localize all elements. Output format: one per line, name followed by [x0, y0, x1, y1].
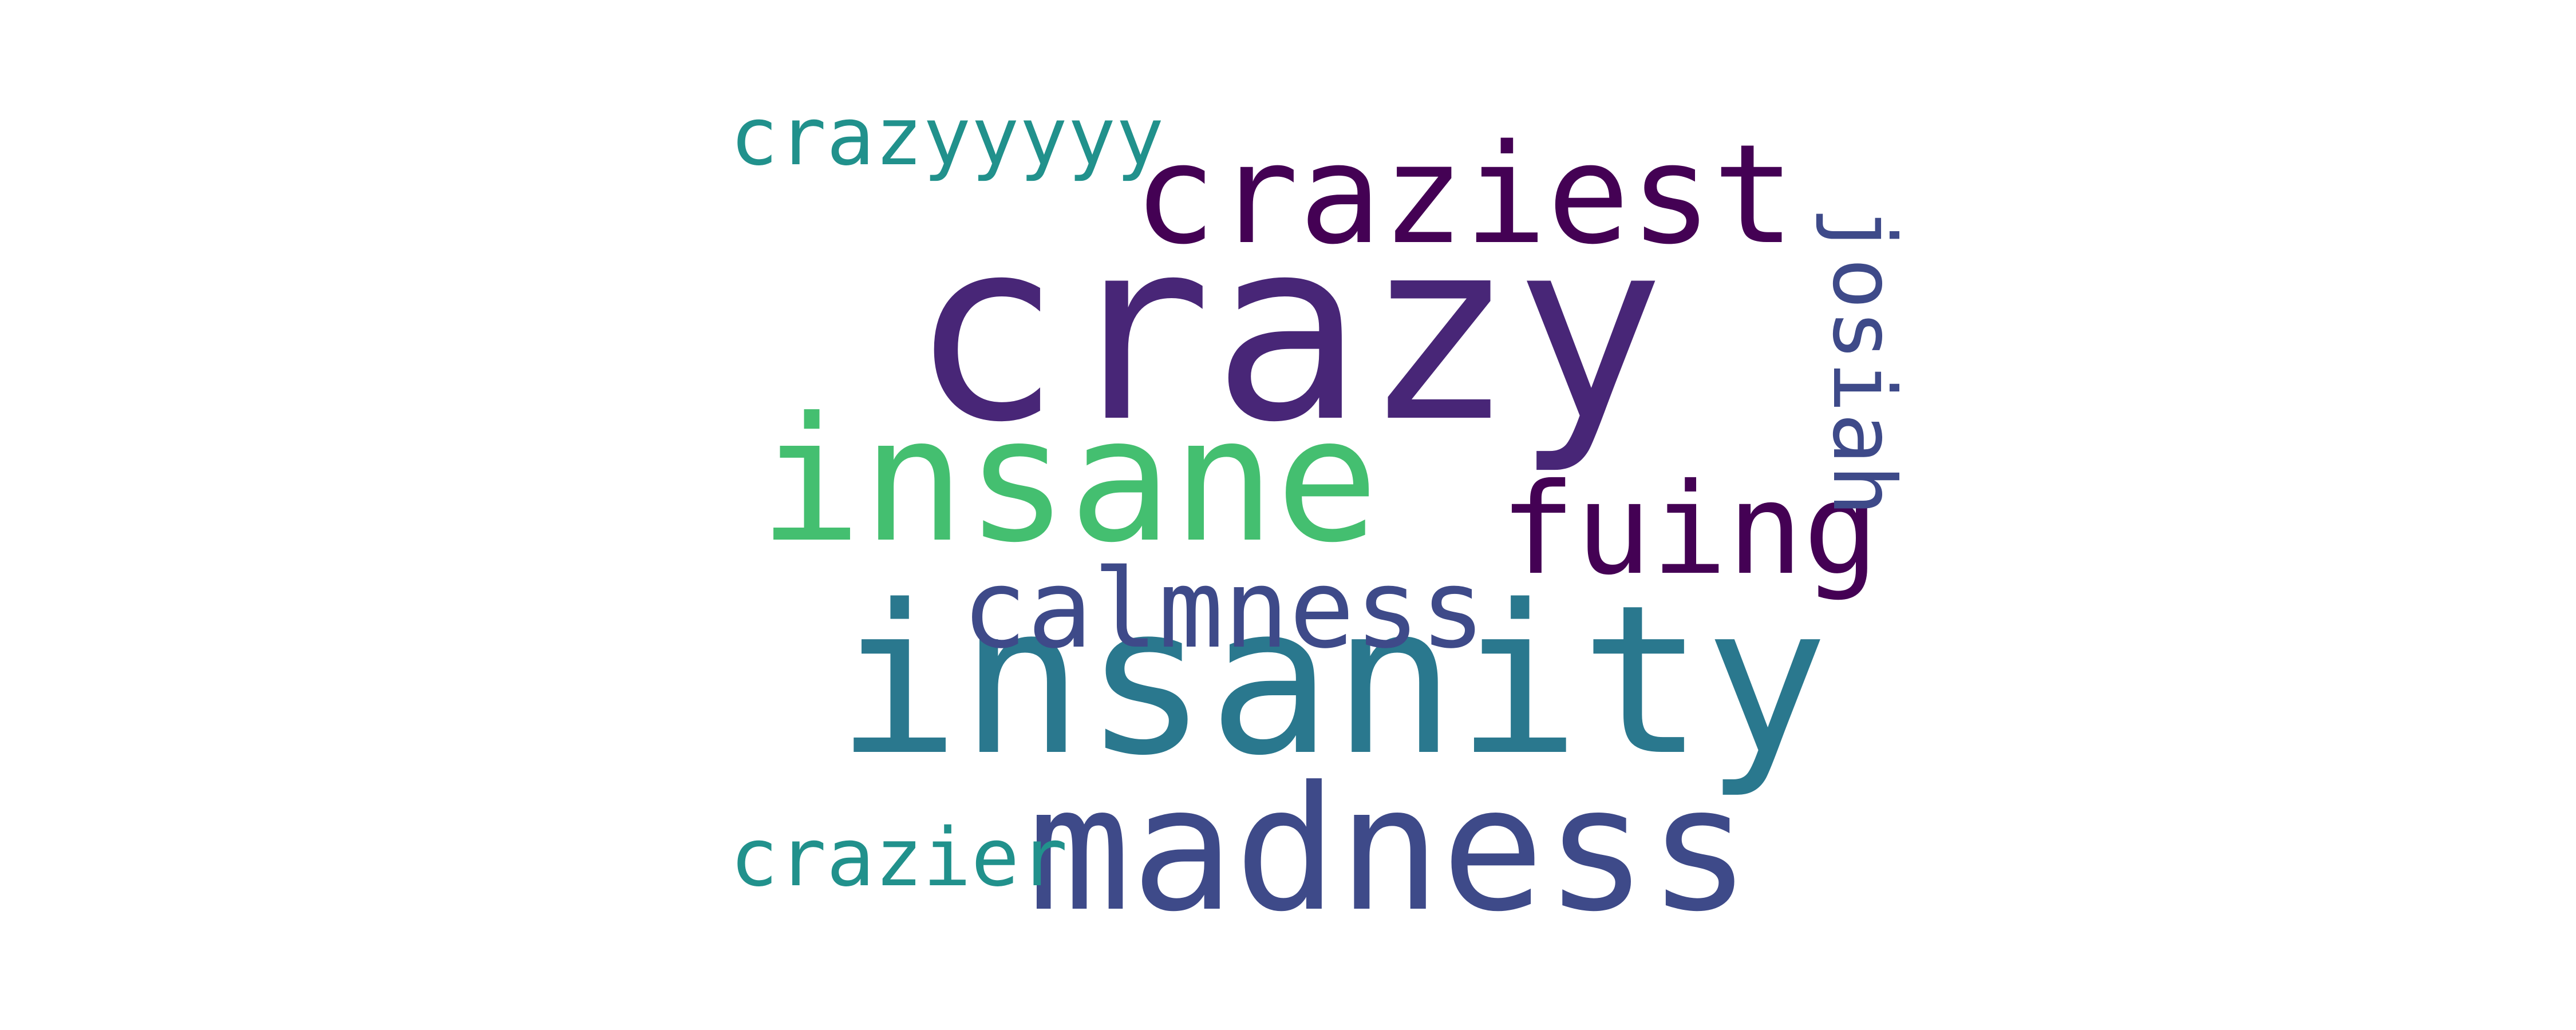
word-madness: madness [1028, 750, 1752, 949]
word-fuing: fuing [1500, 456, 1879, 603]
word-crazyyyyy: crazyyyyy [730, 90, 1164, 184]
word-crazier: crazier [730, 811, 1068, 905]
word-calmness: calmness [962, 546, 1486, 672]
word-craziest: craziest [1133, 114, 1795, 275]
word-insanity: insanity [836, 561, 1828, 801]
word-crazy: crazy [910, 185, 1665, 477]
word-insane: insane [758, 381, 1379, 580]
word-josiah: josiah [1814, 206, 1913, 516]
